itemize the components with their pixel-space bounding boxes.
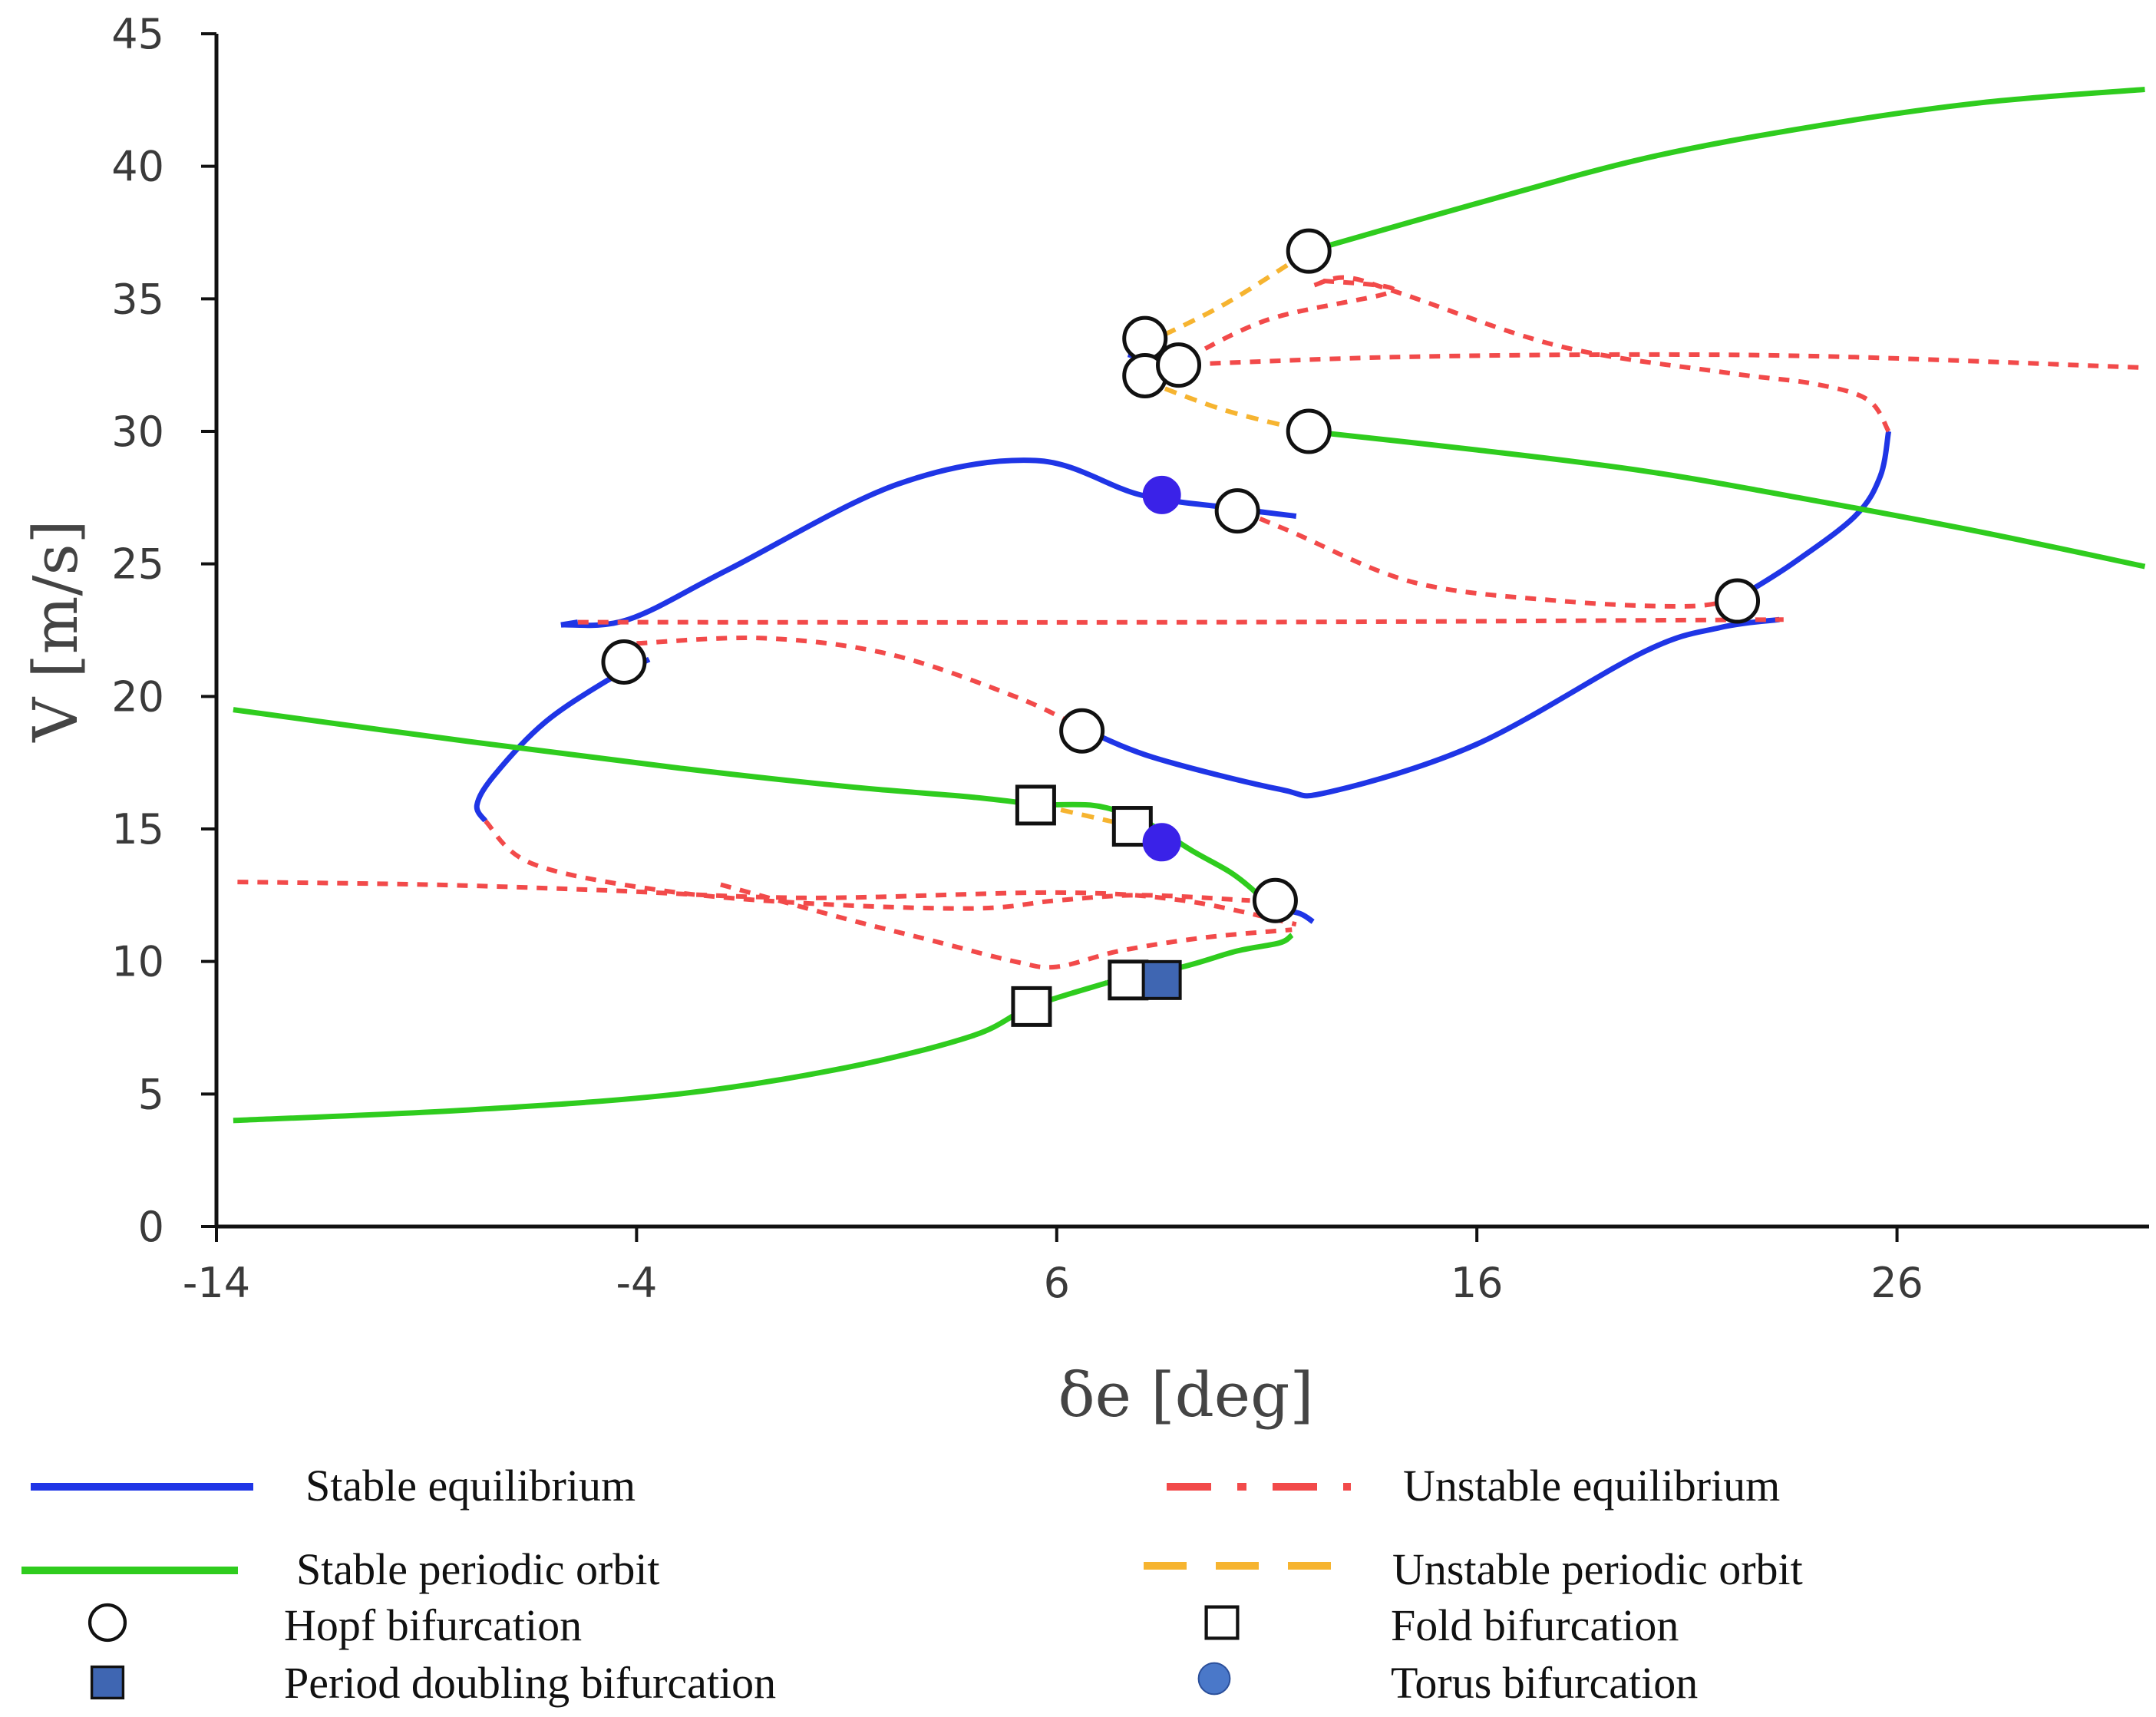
legend-label: Stable equilibrium — [305, 1461, 636, 1511]
x-axis-title: δe [deg] — [1058, 1359, 1313, 1431]
series-unstable-equilibrium-8 — [636, 636, 1083, 731]
hopf-marker-1 — [1059, 708, 1105, 754]
y-tick-label: 35 — [111, 275, 164, 323]
series-stable-periodic-20 — [1308, 87, 2145, 254]
series-stable-equilibrium-3 — [1081, 616, 1780, 799]
hopf-marker-8 — [1286, 228, 1332, 274]
plot-lines — [233, 87, 2146, 1124]
ticks: -14 -4 6 16 26 0 5 10 15 20 25 30 35 40 45 — [111, 10, 1923, 1307]
hopf-marker-2 — [1252, 877, 1298, 923]
series-stable-periodic-21 — [1308, 428, 2146, 570]
legend-item-pd: Period doubling bifurcation — [90, 1658, 776, 1708]
legend-item-fold: Fold bifurcation — [1204, 1600, 1679, 1650]
legend-swatch — [87, 1603, 127, 1643]
series-unstable-periodic-23 — [1144, 378, 1309, 434]
series-stable-equilibrium-2 — [474, 656, 651, 823]
legend-label: Hopf bifurcation — [284, 1600, 582, 1650]
series-stable-periodic-18 — [233, 979, 1108, 1124]
series-unstable-equilibrium-12 — [1170, 352, 2145, 371]
plot-markers — [601, 228, 1761, 1027]
series-unstable-equilibrium-14 — [484, 819, 1250, 911]
series-unstable-equilibrium-13 — [237, 880, 1297, 927]
legend-label: Fold bifurcation — [1391, 1600, 1679, 1650]
legend-item-stable-equilibrium: Stable equilibrium — [31, 1461, 636, 1511]
series-unstable-equilibrium-11 — [1169, 278, 1396, 370]
series-unstable-periodic-22 — [1144, 249, 1310, 346]
legend-label: Unstable periodic orbit — [1392, 1544, 1803, 1594]
y-tick-label: 10 — [111, 938, 164, 986]
legend-label: Torus bifurcation — [1391, 1658, 1698, 1708]
legend-label: Period doubling bifurcation — [284, 1658, 776, 1708]
fold-marker-10 — [1015, 784, 1056, 826]
hopf-marker-9 — [1286, 408, 1332, 454]
legend-item-hopf: Hopf bifurcation — [87, 1600, 582, 1650]
series-stable-equilibrium-1 — [560, 619, 579, 628]
fold-marker-13 — [1108, 959, 1149, 1001]
y-tick-label: 30 — [111, 408, 164, 456]
y-tick-label: 45 — [111, 10, 164, 58]
legend-item-unstable-periodic: Unstable periodic orbit — [1144, 1544, 1803, 1594]
series-unstable-equilibrium-15 — [720, 882, 1293, 970]
y-tick-label: 5 — [138, 1070, 164, 1118]
series-unstable-equilibrium-9 — [1240, 508, 1738, 609]
legend-item-torus: Torus bifurcation — [1197, 1658, 1698, 1708]
hopf-marker-0 — [601, 639, 647, 685]
x-tick-label: 6 — [1044, 1259, 1070, 1307]
legend-label: Stable periodic orbit — [296, 1544, 660, 1594]
torus-marker-15 — [1142, 823, 1181, 862]
series-stable-periodic-16 — [233, 707, 1041, 808]
series-stable-equilibrium-0 — [560, 457, 1297, 629]
hopf-marker-7 — [1156, 342, 1202, 388]
y-tick-label: 0 — [138, 1203, 164, 1251]
legend-label: Unstable equilibrium — [1403, 1461, 1780, 1511]
legend-swatch — [90, 1665, 125, 1700]
series-unstable-equilibrium-7 — [577, 617, 1784, 625]
x-tick-label: -14 — [183, 1259, 250, 1307]
legend: Stable equilibrium Unstable equilibrium St… — [21, 1461, 1803, 1708]
hopf-marker-4 — [1715, 578, 1761, 624]
y-tick-label: 40 — [111, 143, 164, 191]
fold-marker-12 — [1011, 986, 1052, 1027]
x-tick-label: -4 — [616, 1259, 657, 1307]
y-tick-label: 25 — [111, 540, 164, 589]
y-tick-label: 20 — [111, 672, 164, 721]
legend-item-unstable-equilibrium: Unstable equilibrium — [1167, 1461, 1780, 1511]
y-axis-title: V [m/s] — [20, 520, 91, 743]
torus-marker-16 — [1142, 475, 1181, 514]
hopf-marker-3 — [1214, 488, 1260, 534]
y-tick-label: 15 — [111, 805, 164, 854]
pd-marker-14 — [1141, 959, 1182, 1000]
series-stable-equilibrium-4 — [1735, 431, 1892, 601]
legend-item-stable-periodic: Stable periodic orbit — [21, 1544, 660, 1594]
legend-swatch — [1204, 1605, 1240, 1640]
x-tick-label: 16 — [1451, 1259, 1504, 1307]
series-unstable-equilibrium-10 — [1312, 275, 1891, 433]
axes — [214, 34, 2149, 1229]
x-tick-label: 26 — [1870, 1259, 1923, 1307]
legend-swatch — [1197, 1662, 1231, 1696]
